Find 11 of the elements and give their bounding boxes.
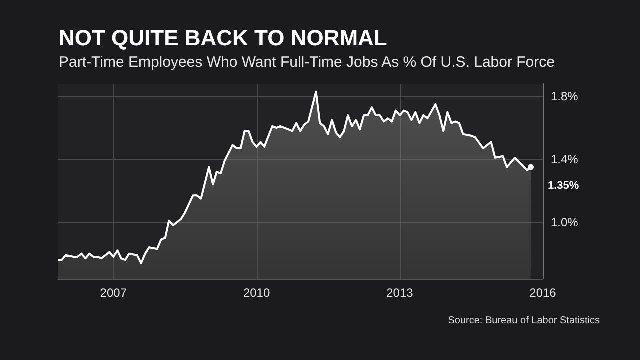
x-tick-label: 2013	[386, 286, 414, 300]
x-tick-label: 2007	[100, 286, 128, 300]
x-tick-label: 2016	[530, 286, 557, 300]
data-label: 1.35%	[548, 180, 580, 192]
y-tick-label: 1.0%	[551, 215, 579, 230]
source-note: Source: Bureau of Labor Statistics	[448, 316, 600, 326]
y-tick-label: 1.8%	[551, 90, 579, 104]
x-tick-label: 2010	[243, 286, 270, 300]
chart-title: NOT QUITE BACK TO NORMAL	[59, 26, 388, 50]
chart-subtitle: Part-Time Employees Who Want Full-Time Jobs As % Of U.S. Labor Force	[59, 54, 555, 71]
y-tick-label: 1.4%	[551, 152, 579, 166]
